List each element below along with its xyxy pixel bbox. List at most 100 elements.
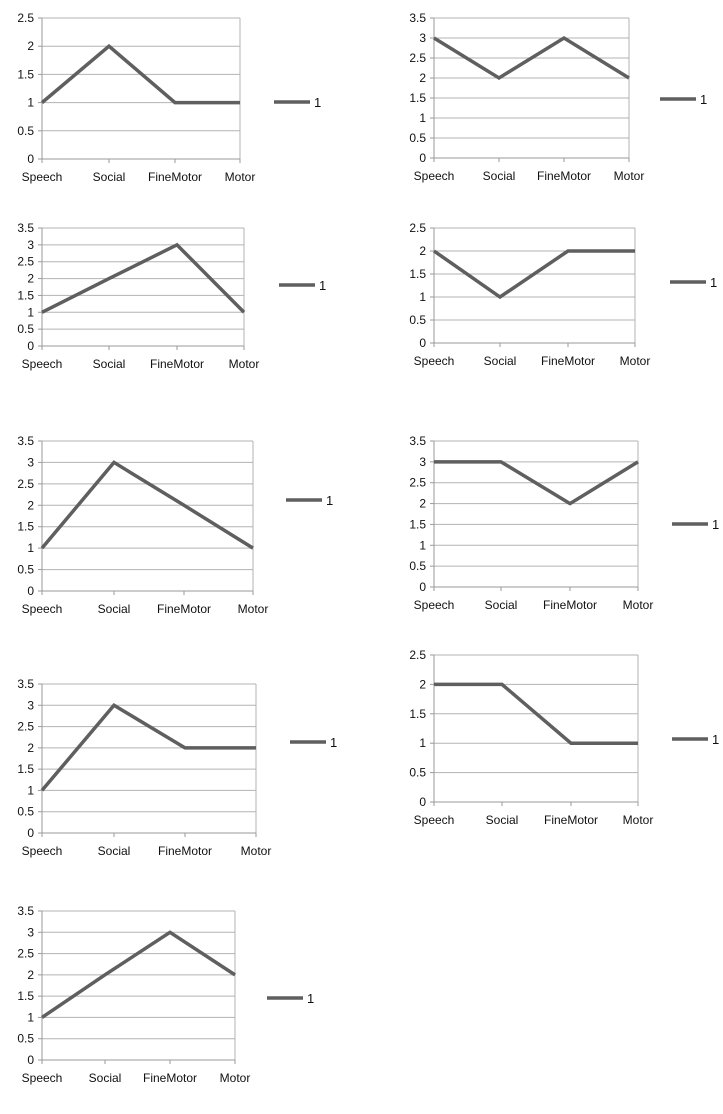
x-tick-label: Social xyxy=(93,170,126,184)
y-tick-label: 1 xyxy=(419,111,426,125)
x-tick-label: Social xyxy=(483,169,516,183)
y-tick-label: 2 xyxy=(419,677,426,691)
y-tick-label: 1 xyxy=(27,305,34,319)
legend: 1 xyxy=(279,278,326,293)
y-tick-label: 1.5 xyxy=(17,520,34,534)
legend: 1 xyxy=(670,275,717,290)
x-tick-label: Motor xyxy=(225,170,256,184)
legend-label: 1 xyxy=(700,92,707,107)
legend-label: 1 xyxy=(314,95,321,110)
y-tick-label: 0 xyxy=(27,339,34,353)
legend: 1 xyxy=(672,732,719,747)
x-tick-label: Speech xyxy=(414,813,455,827)
y-tick-label: 0 xyxy=(27,152,34,166)
x-tick-label: Social xyxy=(484,354,517,368)
y-tick-label: 1.5 xyxy=(409,91,426,105)
line-chart-5: 0 0.5 1 1.5 2 2.5 3 3.5 Speech Social FineMotor Mot… xyxy=(17,434,333,616)
x-tick-label: Motor xyxy=(620,354,651,368)
series-line xyxy=(434,460,639,506)
x-tick-label: Motor xyxy=(623,598,654,612)
line-chart-4: 0 0.5 1 1.5 2 2.5 Speech Social FineMotor Motor 1 xyxy=(409,221,717,368)
y-tick-label: 2 xyxy=(27,498,34,512)
y-tick-label: 2 xyxy=(27,272,34,286)
x-tick-label: FineMotor xyxy=(543,598,597,612)
legend-label: 1 xyxy=(710,275,717,290)
x-tick-label: FineMotor xyxy=(150,357,204,371)
x-tick-label: Speech xyxy=(414,169,455,183)
legend: 1 xyxy=(672,517,719,532)
y-tick-label: 1 xyxy=(419,538,426,552)
series-line xyxy=(433,35,630,81)
x-tick-label: FineMotor xyxy=(537,169,591,183)
y-tick-label: 3.5 xyxy=(409,434,426,448)
x-tick-label: Speech xyxy=(22,170,63,184)
legend-label: 1 xyxy=(330,735,337,750)
x-tick-label: FineMotor xyxy=(541,354,595,368)
y-tick-label: 2.5 xyxy=(409,476,426,490)
y-tick-label: 2 xyxy=(27,39,34,53)
y-tick-label: 3.5 xyxy=(17,434,34,448)
y-tick-label: 0.5 xyxy=(409,313,426,327)
y-tick-label: 0 xyxy=(419,795,426,809)
y-tick-label: 2 xyxy=(419,497,426,511)
y-tick-label: 2 xyxy=(27,968,34,982)
x-tick-label: Motor xyxy=(229,357,260,371)
x-tick-label: Speech xyxy=(22,357,63,371)
series-line xyxy=(41,242,246,314)
y-tick-label: 1.5 xyxy=(17,67,34,81)
y-tick-label: 1 xyxy=(27,541,34,555)
legend-label: 1 xyxy=(326,493,333,508)
y-tick-label: 2 xyxy=(419,71,426,85)
x-tick-label: FineMotor xyxy=(158,844,212,858)
y-tick-label: 0 xyxy=(27,826,34,840)
series-line xyxy=(432,249,635,300)
x-tick-label: FineMotor xyxy=(148,170,202,184)
y-tick-label: 1 xyxy=(27,1010,34,1024)
x-tick-label: Social xyxy=(98,844,131,858)
y-tick-label: 1.5 xyxy=(409,707,426,721)
y-tick-label: 2.5 xyxy=(409,648,426,662)
line-chart-2: 0 0.5 1 1.5 2 2.5 3 3.5 Speech Social FineMotor Mot… xyxy=(409,11,707,183)
series-line xyxy=(40,460,254,550)
y-tick-label: 3 xyxy=(27,455,34,469)
x-tick-label: Speech xyxy=(22,602,63,616)
y-tick-label: 2 xyxy=(419,244,426,258)
series-line xyxy=(41,930,236,1019)
x-tick-label: Motor xyxy=(614,169,645,183)
y-tick-label: 1 xyxy=(27,783,34,797)
legend-label: 1 xyxy=(712,517,719,532)
y-tick-label: 0 xyxy=(419,336,426,350)
series-line xyxy=(434,682,638,745)
y-tick-label: 0.5 xyxy=(17,805,34,819)
legend-label: 1 xyxy=(712,732,719,747)
x-tick-label: Speech xyxy=(22,1071,63,1085)
y-tick-label: 1 xyxy=(419,736,426,750)
y-tick-label: 2.5 xyxy=(17,720,34,734)
y-tick-label: 1 xyxy=(419,290,426,304)
x-tick-label: Social xyxy=(485,598,518,612)
line-chart-9: 0 0.5 1 1.5 2 2.5 3 3.5 Speech Social FineMotor Mot… xyxy=(17,904,314,1085)
y-tick-label: 1.5 xyxy=(17,762,34,776)
y-tick-label: 2.5 xyxy=(409,51,426,65)
y-tick-label: 3.5 xyxy=(17,677,34,691)
legend: 1 xyxy=(274,95,321,110)
x-tick-label: Social xyxy=(486,813,519,827)
y-tick-label: 1.5 xyxy=(409,517,426,531)
y-tick-label: 3.5 xyxy=(409,11,426,25)
x-tick-label: Speech xyxy=(414,598,455,612)
y-tick-label: 2.5 xyxy=(17,947,34,961)
y-tick-label: 0.5 xyxy=(17,1032,34,1046)
y-tick-label: 3.5 xyxy=(17,904,34,918)
y-tick-label: 3 xyxy=(27,238,34,252)
y-tick-label: 1.5 xyxy=(409,267,426,281)
y-tick-label: 1.5 xyxy=(17,288,34,302)
line-chart-3: 0 0.5 1 1.5 2 2.5 3 3.5 Speech Social FineMotor Mot… xyxy=(17,221,326,371)
y-tick-label: 3 xyxy=(27,925,34,939)
y-tick-label: 2.5 xyxy=(409,221,426,235)
x-tick-label: Motor xyxy=(241,844,272,858)
y-tick-label: 1 xyxy=(27,96,34,110)
y-tick-label: 0 xyxy=(419,580,426,594)
y-tick-label: 2 xyxy=(27,741,34,755)
y-tick-label: 2.5 xyxy=(17,255,34,269)
